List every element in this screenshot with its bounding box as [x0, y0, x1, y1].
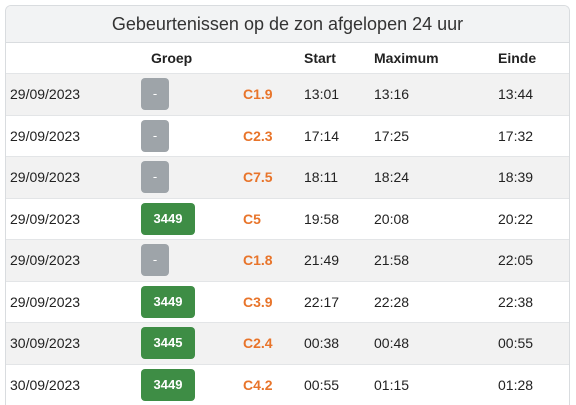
- event-group-cell: -: [141, 74, 243, 116]
- event-group-cell: 3449: [141, 364, 243, 405]
- event-date: 29/09/2023: [6, 240, 141, 282]
- event-end-time: 20:22: [498, 198, 570, 240]
- group-number-badge: 3449: [141, 286, 195, 318]
- column-header-date: [6, 43, 141, 74]
- no-group-badge: -: [141, 120, 169, 152]
- event-maximum-time: 20:08: [374, 198, 498, 240]
- event-group-cell: -: [141, 157, 243, 199]
- event-maximum-time: 21:58: [374, 240, 498, 282]
- event-date: 30/09/2023: [6, 323, 141, 365]
- event-end-time: 17:32: [498, 115, 570, 157]
- column-header-start: Start: [304, 43, 374, 74]
- flare-class: C3.9: [243, 281, 304, 323]
- event-group-cell: -: [141, 115, 243, 157]
- no-group-badge: -: [141, 244, 169, 276]
- event-group-cell: 3445: [141, 323, 243, 365]
- event-date: 30/09/2023: [6, 364, 141, 405]
- group-number-badge: 3449: [141, 203, 195, 235]
- flare-class: C2.4: [243, 323, 304, 365]
- event-group-cell: -: [141, 240, 243, 282]
- event-date: 29/09/2023: [6, 281, 141, 323]
- no-group-badge: -: [141, 78, 169, 110]
- group-number-badge: 3449: [141, 369, 195, 401]
- event-end-time: 00:55: [498, 323, 570, 365]
- column-header-class: [243, 43, 304, 74]
- event-end-time: 22:38: [498, 281, 570, 323]
- flare-class: C5: [243, 198, 304, 240]
- flare-class: C1.8: [243, 240, 304, 282]
- flare-class: C4.2: [243, 364, 304, 405]
- event-start-time: 22:17: [304, 281, 374, 323]
- event-start-time: 19:58: [304, 198, 374, 240]
- flare-class: C1.9: [243, 74, 304, 116]
- event-date: 29/09/2023: [6, 157, 141, 199]
- event-group-cell: 3449: [141, 281, 243, 323]
- panel-title: Gebeurtenissen op de zon afgelopen 24 uu…: [6, 6, 569, 43]
- events-table: Groep Start Maximum Einde 29/09/2023-C1.…: [6, 43, 570, 405]
- group-number-badge: 3445: [141, 327, 195, 359]
- column-header-end: Einde: [498, 43, 570, 74]
- event-end-time: 13:44: [498, 74, 570, 116]
- event-maximum-time: 18:24: [374, 157, 498, 199]
- event-start-time: 21:49: [304, 240, 374, 282]
- column-header-maximum: Maximum: [374, 43, 498, 74]
- event-maximum-time: 22:28: [374, 281, 498, 323]
- no-group-badge: -: [141, 161, 169, 193]
- event-date: 29/09/2023: [6, 115, 141, 157]
- event-maximum-time: 13:16: [374, 74, 498, 116]
- event-start-time: 13:01: [304, 74, 374, 116]
- event-end-time: 18:39: [498, 157, 570, 199]
- event-maximum-time: 00:48: [374, 323, 498, 365]
- event-start-time: 00:38: [304, 323, 374, 365]
- event-maximum-time: 01:15: [374, 364, 498, 405]
- event-end-time: 22:05: [498, 240, 570, 282]
- event-date: 29/09/2023: [6, 74, 141, 116]
- column-header-group: Groep: [141, 43, 243, 74]
- event-end-time: 01:28: [498, 364, 570, 405]
- events-panel: Gebeurtenissen op de zon afgelopen 24 uu…: [5, 5, 570, 405]
- table-header-row: Groep Start Maximum Einde: [6, 43, 570, 74]
- event-date: 29/09/2023: [6, 198, 141, 240]
- event-group-cell: 3449: [141, 198, 243, 240]
- event-maximum-time: 17:25: [374, 115, 498, 157]
- flare-class: C2.3: [243, 115, 304, 157]
- event-start-time: 18:11: [304, 157, 374, 199]
- flare-class: C7.5: [243, 157, 304, 199]
- event-start-time: 00:55: [304, 364, 374, 405]
- event-start-time: 17:14: [304, 115, 374, 157]
